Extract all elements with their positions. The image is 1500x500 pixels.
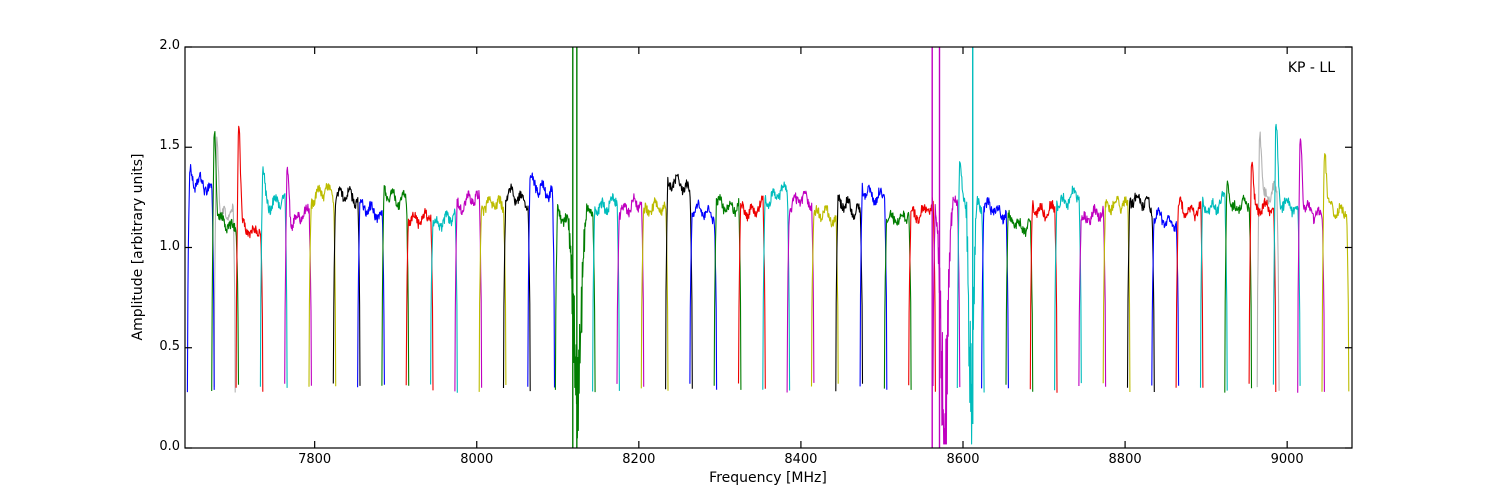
subband-trace — [1297, 138, 1325, 393]
y-tick-label: 2.0 — [159, 38, 180, 53]
subband-trace — [616, 193, 645, 387]
subband-trace — [1321, 153, 1350, 392]
subband-trace — [786, 190, 815, 393]
y-tick-label: 0.5 — [159, 338, 180, 354]
subband-trace — [1224, 180, 1253, 393]
x-tick-label: 8600 — [946, 452, 980, 467]
subband-trace — [213, 136, 236, 393]
subband-trace — [1054, 185, 1082, 391]
subband-trace — [554, 203, 596, 439]
subband-trace — [932, 195, 961, 445]
subband-trace — [640, 197, 669, 391]
subband-trace — [737, 195, 766, 389]
x-tick-label: 8000 — [460, 452, 494, 467]
x-tick-label: 7800 — [298, 452, 332, 467]
subband-trace — [478, 195, 507, 392]
subband-trace — [665, 173, 693, 390]
subband-trace — [235, 125, 264, 392]
subband-trace — [1272, 123, 1301, 386]
subband-trace — [1248, 161, 1277, 393]
y-tick-label: 1.0 — [159, 238, 180, 254]
subband-trace — [1126, 192, 1155, 393]
subband-trace — [259, 166, 288, 388]
subband-trace — [713, 194, 742, 390]
y-tick-label: 1.5 — [159, 138, 180, 154]
subband-trace — [762, 181, 791, 391]
subband-trace — [1199, 190, 1228, 391]
subband-trace — [810, 204, 839, 387]
subband-trace — [1102, 195, 1131, 393]
plot-area — [186, 47, 1350, 448]
plot-annotation: KP - LL — [1287, 60, 1335, 76]
subband-trace — [981, 197, 1009, 389]
subband-trace — [1005, 209, 1034, 392]
subband-trace — [835, 194, 864, 392]
y-tick-label: 0.0 — [159, 439, 180, 454]
subband-trace — [883, 209, 912, 390]
subband-trace — [430, 208, 458, 393]
subband-trace — [1175, 196, 1204, 388]
x-tick-label: 8400 — [784, 452, 818, 467]
subband-trace — [332, 185, 361, 386]
subband-trace — [1078, 204, 1107, 387]
x-tick-label: 8800 — [1108, 452, 1142, 467]
subband-trace — [405, 207, 434, 391]
subband-trace — [908, 197, 936, 392]
x-tick-label: 9000 — [1270, 452, 1304, 467]
x-axis-label: Frequency [MHz] — [709, 470, 827, 486]
subband-trace — [689, 199, 718, 390]
subband-trace — [308, 183, 337, 387]
subband-trace — [186, 164, 215, 393]
subband-trace — [1151, 207, 1180, 386]
subband-trace — [381, 185, 410, 386]
x-tick-label: 8200 — [622, 452, 656, 467]
subband-trace — [1029, 200, 1058, 393]
subband-trace — [527, 172, 556, 388]
subband-trace — [592, 193, 620, 392]
subband-trace — [956, 161, 985, 445]
subband-trace — [284, 166, 312, 386]
subband-trace — [502, 183, 531, 392]
subband-trace — [357, 199, 385, 388]
subband-trace — [859, 182, 888, 390]
subband-trace — [211, 131, 240, 392]
subband-trace — [454, 190, 483, 392]
